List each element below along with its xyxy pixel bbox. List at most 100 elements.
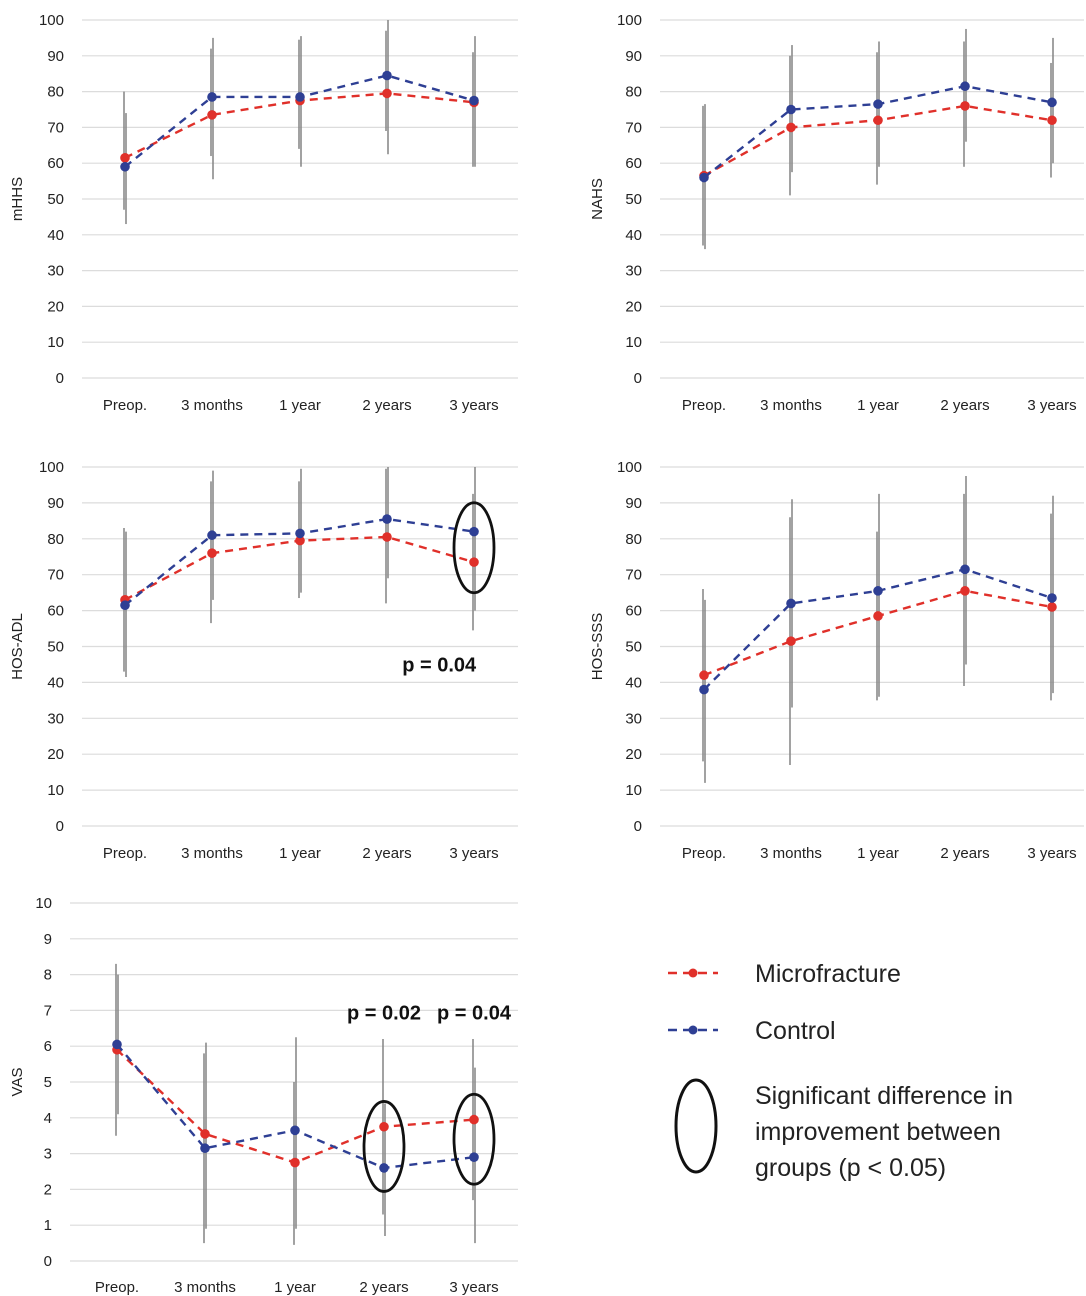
y-tick-label: 20 bbox=[47, 746, 64, 763]
microfracture-data-point bbox=[200, 1129, 210, 1139]
y-axis-label: HOS-ADL bbox=[9, 613, 26, 680]
microfracture-data-point bbox=[382, 88, 392, 99]
x-tick-label: 2 years bbox=[362, 397, 411, 414]
y-tick-label: 100 bbox=[39, 459, 64, 476]
y-tick-label: 60 bbox=[625, 603, 642, 620]
x-tick-label: 2 years bbox=[359, 1279, 408, 1296]
microfracture-data-point bbox=[960, 586, 970, 596]
legend-significance-line3: groups (p < 0.05) bbox=[755, 1154, 946, 1182]
microfracture-data-point bbox=[786, 122, 796, 133]
x-tick-label: 3 months bbox=[181, 397, 243, 414]
x-tick-label: 3 months bbox=[181, 845, 243, 862]
y-tick-label: 10 bbox=[47, 782, 64, 799]
p-value-label: p = 0.04 bbox=[402, 655, 477, 677]
y-tick-label: 40 bbox=[47, 227, 64, 244]
microfracture-data-point bbox=[469, 1114, 479, 1125]
microfracture-data-point bbox=[295, 535, 305, 546]
legend-control-marker bbox=[688, 1025, 698, 1035]
legend-control: Control bbox=[668, 1017, 836, 1045]
control-data-point bbox=[469, 526, 479, 537]
y-tick-label: 0 bbox=[56, 370, 64, 387]
y-tick-label: 20 bbox=[625, 746, 642, 763]
microfracture-data-point bbox=[207, 110, 217, 120]
chart-nahs: 0 10 20 30 40 50 60 70 80 90 100 Preop. 3 months 1 ye… bbox=[589, 12, 1084, 414]
y-tick-label: 60 bbox=[47, 155, 64, 172]
y-tick-label: 50 bbox=[625, 639, 642, 656]
x-tick-label: Preop. bbox=[103, 845, 147, 862]
y-tick-label: 70 bbox=[47, 119, 64, 136]
x-tick-label: 1 year bbox=[857, 845, 899, 862]
y-tick-label: 0 bbox=[634, 370, 642, 387]
y-tick-label: 100 bbox=[617, 12, 642, 29]
control-data-point bbox=[786, 598, 796, 609]
control-data-point bbox=[379, 1163, 389, 1173]
control-data-point bbox=[699, 172, 709, 183]
microfracture-data-point bbox=[960, 101, 970, 111]
y-tick-label: 20 bbox=[47, 298, 64, 315]
control-data-point bbox=[960, 81, 970, 92]
y-tick-label: 100 bbox=[39, 12, 64, 29]
y-tick-label: 9 bbox=[44, 931, 52, 948]
y-tick-label: 1 bbox=[44, 1217, 52, 1234]
y-tick-label: 10 bbox=[625, 782, 642, 799]
p-value-label: p = 0.02 bbox=[347, 1002, 421, 1024]
control-data-point bbox=[112, 1039, 122, 1050]
microfracture-data-point bbox=[1047, 602, 1057, 612]
control-data-point bbox=[207, 92, 217, 102]
control-data-point bbox=[382, 70, 392, 81]
x-tick-label: 3 months bbox=[174, 1279, 236, 1296]
control-data-point bbox=[873, 99, 883, 109]
control-data-point bbox=[469, 1152, 479, 1162]
chart-mhhs: 0 10 20 30 40 50 60 70 80 90 100 Preop. 3 months 1 ye… bbox=[9, 12, 518, 414]
control-data-point bbox=[120, 161, 130, 172]
x-tick-label: 3 years bbox=[1027, 845, 1076, 862]
y-axis-label: mHHS bbox=[9, 177, 26, 221]
control-data-point bbox=[295, 528, 305, 539]
microfracture-data-point bbox=[469, 557, 479, 567]
microfracture-data-point bbox=[699, 670, 709, 681]
y-tick-label: 20 bbox=[625, 298, 642, 315]
x-tick-label: 1 year bbox=[274, 1279, 316, 1296]
y-tick-label: 4 bbox=[44, 1110, 52, 1127]
p-value-label: p = 0.04 bbox=[437, 1002, 512, 1024]
microfracture-series-line bbox=[703, 589, 1053, 677]
y-tick-label: 90 bbox=[47, 495, 64, 512]
y-tick-label: 70 bbox=[625, 567, 642, 584]
y-tick-label: 90 bbox=[625, 495, 642, 512]
x-tick-label: 3 years bbox=[449, 1279, 498, 1296]
y-tick-label: 10 bbox=[625, 334, 642, 351]
control-data-point bbox=[1047, 97, 1057, 108]
legend-significance-ellipse bbox=[674, 1078, 718, 1174]
y-tick-label: 10 bbox=[47, 334, 64, 351]
legend-microfracture-label: Microfracture bbox=[755, 960, 901, 988]
control-data-point bbox=[699, 684, 709, 695]
microfracture-data-point bbox=[379, 1121, 389, 1132]
control-data-point bbox=[469, 95, 479, 106]
x-tick-label: 1 year bbox=[279, 845, 321, 862]
control-data-point bbox=[960, 564, 970, 575]
x-tick-label: 3 years bbox=[449, 845, 498, 862]
legend-control-label: Control bbox=[755, 1017, 836, 1045]
x-tick-label: Preop. bbox=[103, 397, 147, 414]
y-tick-label: 80 bbox=[625, 84, 642, 101]
y-axis-label: NAHS bbox=[589, 178, 606, 220]
y-tick-label: 60 bbox=[625, 155, 642, 172]
chart-hos-adl: 0 10 20 30 40 50 60 70 80 90 100 Preop. 3 months 1 ye… bbox=[9, 459, 518, 862]
x-tick-label: 3 months bbox=[760, 845, 822, 862]
y-tick-label: 0 bbox=[634, 818, 642, 835]
control-data-point bbox=[207, 530, 217, 541]
y-tick-label: 30 bbox=[47, 263, 64, 280]
y-tick-label: 80 bbox=[47, 84, 64, 101]
x-tick-label: 2 years bbox=[940, 845, 989, 862]
x-tick-label: Preop. bbox=[95, 1279, 139, 1296]
y-tick-label: 8 bbox=[44, 967, 52, 984]
microfracture-data-point bbox=[207, 548, 217, 558]
y-tick-label: 2 bbox=[44, 1181, 52, 1198]
x-tick-label: 3 years bbox=[1027, 397, 1076, 414]
y-tick-label: 3 bbox=[44, 1146, 52, 1163]
y-tick-label: 40 bbox=[625, 674, 642, 691]
y-tick-label: 90 bbox=[625, 48, 642, 65]
x-tick-label: 2 years bbox=[362, 845, 411, 862]
legend-microfracture: Microfracture bbox=[668, 960, 901, 988]
